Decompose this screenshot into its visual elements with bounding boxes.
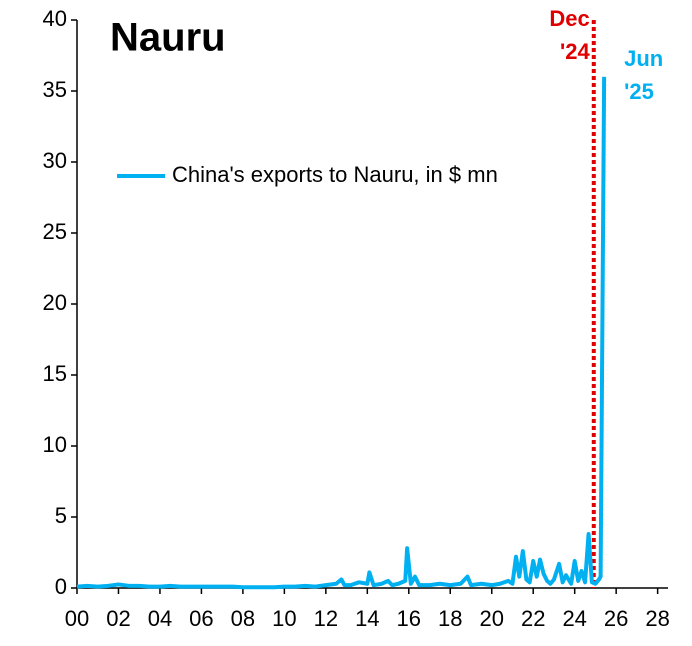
y-tick-label: 40 xyxy=(43,6,67,31)
x-tick-label: 28 xyxy=(645,606,669,631)
x-tick-label: 14 xyxy=(355,606,379,631)
end-label: Jun xyxy=(624,46,663,71)
y-tick-label: 0 xyxy=(55,574,67,599)
y-tick-label: 20 xyxy=(43,290,67,315)
x-tick-label: 02 xyxy=(106,606,130,631)
x-tick-label: 08 xyxy=(231,606,255,631)
x-tick-label: 16 xyxy=(397,606,421,631)
y-tick-label: 10 xyxy=(43,432,67,457)
x-tick-label: 24 xyxy=(562,606,586,631)
x-tick-label: 04 xyxy=(148,606,172,631)
x-tick-label: 00 xyxy=(65,606,89,631)
x-tick-label: 10 xyxy=(272,606,296,631)
y-tick-label: 15 xyxy=(43,361,67,386)
line-series xyxy=(76,76,607,590)
x-tick-label: 18 xyxy=(438,606,462,631)
y-tick-label: 35 xyxy=(43,77,67,102)
x-tick-label: 20 xyxy=(479,606,503,631)
chart-title: Nauru xyxy=(110,16,226,60)
legend-label: China's exports to Nauru, in $ mn xyxy=(172,162,498,187)
y-tick-label: 30 xyxy=(43,148,67,173)
x-tick-label: 12 xyxy=(314,606,338,631)
x-tick-label: 26 xyxy=(604,606,628,631)
x-tick-label: 06 xyxy=(189,606,213,631)
y-tick-label: 5 xyxy=(55,503,67,528)
end-label: '25 xyxy=(624,79,654,104)
reference-label: '24 xyxy=(560,39,590,64)
y-tick-label: 25 xyxy=(43,219,67,244)
reference-label: Dec xyxy=(549,6,589,31)
x-tick-label: 22 xyxy=(521,606,545,631)
